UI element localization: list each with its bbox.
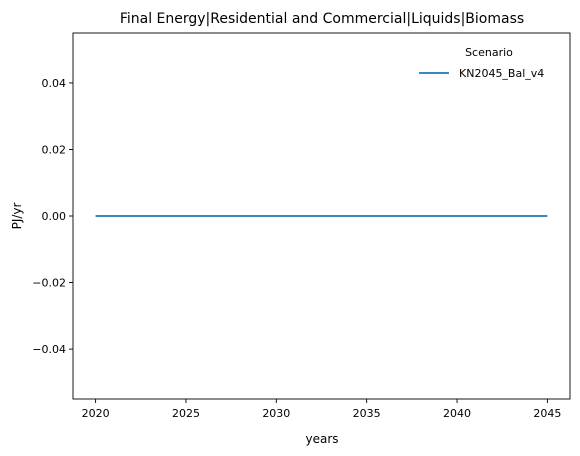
x-tick-label: 2035 — [353, 407, 381, 420]
y-axis-label: PJ/yr — [10, 203, 24, 230]
y-tick-label: 0.02 — [42, 143, 67, 156]
legend-title: Scenario — [465, 46, 513, 59]
y-tick-label: 0.04 — [42, 77, 67, 90]
plot-area: 2020 2025 2030 2035 2040 2045 −0.04 −0.02 0.00 0… — [32, 32, 571, 420]
x-tick-label: 2030 — [262, 407, 290, 420]
x-tick-label: 2045 — [533, 407, 561, 420]
x-axis-ticks: 2020 2025 2030 2035 2040 2045 — [82, 399, 561, 420]
legend: Scenario KN2045_Bal_v4 — [419, 46, 544, 80]
x-tick-label: 2040 — [443, 407, 471, 420]
x-tick-label: 2020 — [82, 407, 110, 420]
y-tick-label: −0.04 — [32, 343, 66, 356]
y-tick-label: 0.00 — [42, 210, 67, 223]
chart-title: Final Energy|Residential and Commercial|… — [120, 11, 524, 27]
x-axis-label: years — [305, 432, 338, 446]
x-tick-label: 2025 — [172, 407, 200, 420]
y-tick-label: −0.02 — [32, 277, 66, 290]
legend-entry-label: KN2045_Bal_v4 — [459, 67, 544, 80]
y-axis-ticks: −0.04 −0.02 0.00 0.02 0.04 — [32, 77, 73, 356]
